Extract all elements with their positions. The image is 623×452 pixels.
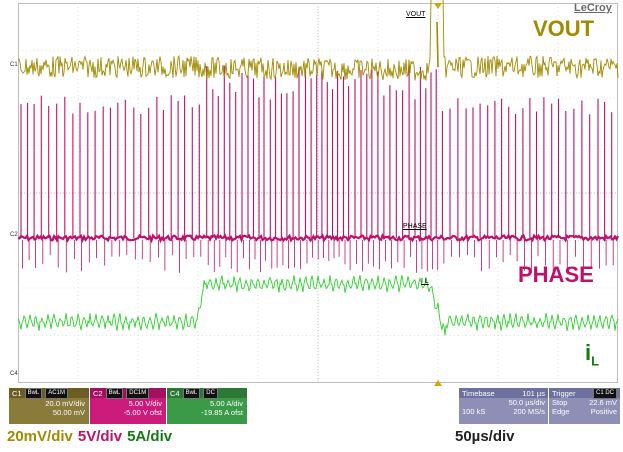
- c4-tag-coupling: DC: [203, 387, 218, 399]
- c4-tag-bw: BwL: [182, 387, 201, 399]
- trigger-title: Trigger: [552, 388, 576, 398]
- trigger-position-marker-bottom[interactable]: [434, 380, 442, 386]
- trigger-slope: Positive: [590, 407, 617, 416]
- channel-marker-c1[interactable]: C1: [10, 62, 18, 68]
- c1-tag-bw: BwL: [24, 387, 43, 399]
- trigger-position-marker[interactable]: [434, 3, 442, 9]
- c2-name: C2: [93, 388, 103, 398]
- vout-scale: 20mV/div: [7, 428, 73, 445]
- vout-waveform: [17, 0, 619, 81]
- phase-scale: 5V/div: [77, 428, 123, 445]
- c1-name: C1: [12, 388, 22, 398]
- c4-adiv: 5.00 A/div: [210, 399, 243, 408]
- c2-vdiv: 5.00 V/div: [128, 399, 162, 408]
- timebase-rate: 200 MS/s: [513, 407, 545, 416]
- c1-vdiv: 20.0 mV/div: [45, 399, 85, 408]
- phase-trace: [17, 65, 619, 273]
- timebase-title: Timebase: [462, 388, 495, 398]
- trigger-descriptor[interactable]: Trigger C1 DC Stop 22.6 mV Edge Positive: [549, 387, 620, 424]
- c4-offset: -19.85 A ofst: [201, 408, 243, 417]
- channel-marker-c4[interactable]: C4: [10, 371, 18, 377]
- c1-tag-coupling: AC1M: [45, 387, 68, 399]
- il-label-main: i: [585, 340, 592, 365]
- phase-label: PHASE: [518, 262, 594, 287]
- vout-label: VOUT: [533, 16, 595, 41]
- trigger-type: Edge: [552, 407, 570, 416]
- trigger-level: 22.6 mV: [589, 398, 617, 407]
- channel-marker-c2[interactable]: C2: [10, 232, 18, 238]
- inductor-current-label: iL: [585, 340, 599, 368]
- scale-summary: 20mV/div 5V/div 5A/div: [7, 428, 177, 445]
- il-label-subscript: L: [591, 353, 600, 369]
- trigger-mode: Stop: [552, 398, 568, 407]
- channel-descriptor-c2[interactable]: C2 BwL DC1M 5.00 V/div -5.00 V ofst: [90, 387, 166, 424]
- timebase-descriptor[interactable]: Timebase 101 µs 50.0 µs/div 100 kS 200 MS/…: [459, 388, 548, 424]
- trigger-source-tag: C1 DC: [592, 387, 617, 399]
- phase-small-label: PHASE: [403, 223, 427, 230]
- grid-lines: [18, 3, 618, 383]
- vout-small-label: VOUT: [406, 11, 426, 18]
- channel-descriptor-c4[interactable]: C4 BwL DC 5.00 A/div -19.85 A ofst: [167, 387, 247, 424]
- vout-trace: [17, 0, 619, 81]
- c2-tag-coupling: DC1M: [126, 387, 150, 399]
- inductor-current-trace: [17, 275, 619, 336]
- vout-overshoot-spike: [436, 21, 439, 68]
- channel-descriptor-c1[interactable]: C1 BwL AC1M 20.0 mV/div 50.00 mV: [9, 387, 89, 424]
- il-scale: 5A/div: [127, 428, 173, 445]
- il-small-label: I L: [421, 278, 429, 285]
- c2-tag-bw: BwL: [105, 387, 124, 399]
- c1-offset: 50.00 mV: [52, 408, 85, 417]
- brand-logo: LeCroy: [574, 2, 612, 14]
- il-waveform: [17, 275, 619, 336]
- c2-offset: -5.00 V ofst: [123, 408, 162, 417]
- time-scale: 50µs/div: [455, 428, 515, 445]
- timebase-per-div: 50.0 µs/div: [508, 398, 545, 407]
- timebase-delay: 101 µs: [522, 388, 545, 398]
- c4-name: C4: [170, 388, 180, 398]
- timebase-samples: 100 kS: [462, 407, 486, 416]
